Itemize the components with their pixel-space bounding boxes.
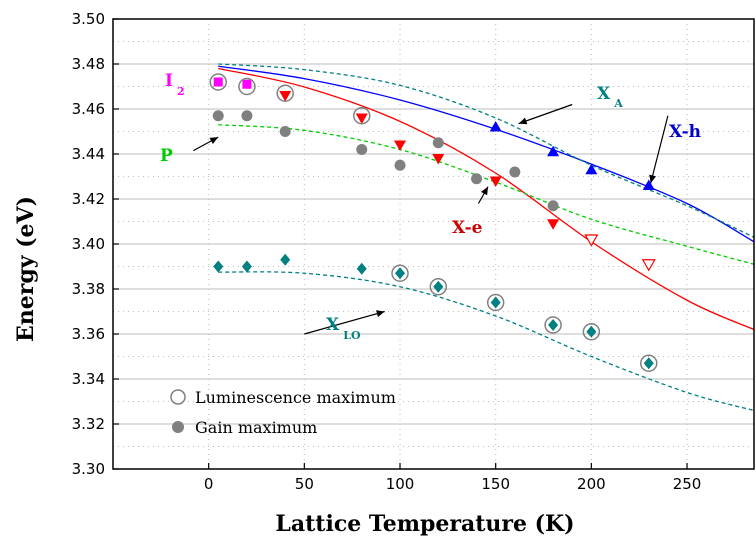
x-axis-title: Lattice Temperature (K) xyxy=(275,511,574,537)
y-tick-label: 3.40 xyxy=(72,235,105,253)
open-circle-marker xyxy=(209,73,227,91)
x-tick-label: 100 xyxy=(386,475,415,493)
open-circle-marker xyxy=(238,77,256,96)
annotation-xa-sub: A xyxy=(613,97,623,110)
annotation-xe: X-e xyxy=(452,218,483,238)
annotation-arrowhead xyxy=(209,137,219,145)
annotation-xa-main: X xyxy=(597,84,611,104)
y-tick-labels: 3.30 3.32 3.34 3.36 3.38 3.40 3.42 3.44 3.46 3.48… xyxy=(72,10,105,478)
annotation-i2-sub: 2 xyxy=(177,85,185,98)
annotations: I 2 P X A X-h X-e X LO xyxy=(160,71,701,342)
open-circle-marker xyxy=(486,293,505,312)
open-circle-marker xyxy=(352,107,371,125)
filled-triangle-down-marker xyxy=(432,154,445,165)
annotation-arrowhead xyxy=(481,186,489,196)
y-tick-label: 3.32 xyxy=(72,415,105,433)
annotation-p: P xyxy=(160,146,173,166)
filled-diamond-marker xyxy=(213,260,224,273)
data-points xyxy=(209,73,658,372)
x-tick-label: 0 xyxy=(204,475,214,493)
open-circle-marker xyxy=(429,278,448,296)
filled-triangle-down-marker xyxy=(489,176,502,187)
open-triangle-down-marker xyxy=(641,259,656,272)
legend-open-circle-marker xyxy=(170,389,186,405)
y-tick-label: 3.42 xyxy=(72,190,105,208)
filled-circle-marker xyxy=(547,200,559,212)
annotation-xa: X A xyxy=(597,84,623,110)
fit-curve xyxy=(218,63,755,238)
open-circle-marker xyxy=(391,264,409,282)
annotation-xlo: X LO xyxy=(326,315,361,342)
y-tick-label: 3.44 xyxy=(72,145,105,163)
filled-diamond-marker xyxy=(280,253,291,266)
filled-circle-marker xyxy=(356,144,368,155)
filled-circle-marker xyxy=(241,110,253,122)
open-circle-marker xyxy=(582,323,601,341)
filled-triangle-up-marker xyxy=(489,121,502,132)
fit-curve xyxy=(218,271,755,412)
filled-diamond-marker xyxy=(395,267,406,280)
filled-triangle-down-marker xyxy=(394,140,407,151)
filled-triangle-down-marker xyxy=(547,219,560,230)
x-tick-label: 50 xyxy=(295,475,314,493)
filled-square-marker xyxy=(213,77,223,87)
filled-circle-marker xyxy=(394,159,406,171)
annotation-arrowhead xyxy=(376,310,385,318)
annotation-arrows xyxy=(193,103,669,335)
legend-label-gain: Gain maximum xyxy=(195,418,317,437)
filled-diamond-marker xyxy=(241,260,252,273)
x-tick-label: 250 xyxy=(673,475,702,493)
legend-label-luminescence: Luminescence maximum xyxy=(195,388,396,407)
filled-circle-marker xyxy=(509,166,521,178)
open-circle-marker xyxy=(276,84,294,102)
filled-diamond-marker xyxy=(586,325,597,338)
y-tick-label: 3.36 xyxy=(72,325,105,343)
x-tick-labels: 0 50 100 150 200 250 xyxy=(204,475,701,493)
filled-diamond-marker xyxy=(643,357,654,370)
open-triangle-down-marker xyxy=(584,234,599,247)
annotation-arrowhead xyxy=(518,117,528,125)
annotation-xlo-main: X xyxy=(326,315,340,335)
annotation-xh: X-h xyxy=(669,122,701,142)
tick-marks xyxy=(113,18,688,470)
y-tick-label: 3.48 xyxy=(72,55,105,73)
filled-triangle-down-marker xyxy=(355,113,368,124)
filled-square-marker xyxy=(242,79,252,89)
filled-circle-marker xyxy=(432,137,444,149)
x-tick-label: 150 xyxy=(481,475,510,493)
filled-diamond-marker xyxy=(490,296,501,309)
filled-triangle-up-marker xyxy=(585,163,598,175)
filled-triangle-down-marker xyxy=(279,91,292,102)
filled-circle-marker xyxy=(212,110,224,122)
filled-diamond-marker xyxy=(433,280,444,293)
legend-filled-circle-marker xyxy=(172,421,184,433)
fit-curve xyxy=(218,67,755,331)
filled-diamond-marker xyxy=(356,262,367,275)
y-tick-label: 3.50 xyxy=(72,10,105,28)
y-axis-title: Energy (eV) xyxy=(13,196,39,342)
filled-circle-marker xyxy=(279,126,291,137)
filled-triangle-up-marker xyxy=(642,179,655,190)
x-tick-label: 200 xyxy=(577,475,606,493)
annotation-arrow xyxy=(304,310,385,335)
annotation-xlo-sub: LO xyxy=(343,329,361,342)
annotation-arrow xyxy=(650,115,669,184)
annotation-arrow xyxy=(518,103,573,125)
fit-curves xyxy=(218,63,755,412)
fit-curve xyxy=(218,124,755,265)
y-tick-label: 3.46 xyxy=(72,100,105,118)
open-circle-marker xyxy=(640,354,658,372)
annotation-arrowhead xyxy=(649,174,657,184)
y-tick-label: 3.30 xyxy=(72,460,105,478)
filled-triangle-up-marker xyxy=(547,145,560,157)
y-tick-label: 3.34 xyxy=(72,370,105,388)
y-tick-label: 3.38 xyxy=(72,280,105,298)
legend: Luminescence maximum Gain maximum xyxy=(170,388,396,437)
filled-circle-marker xyxy=(471,173,483,185)
annotation-i2-main: I xyxy=(165,71,173,91)
open-circle-marker xyxy=(544,316,562,334)
filled-diamond-marker xyxy=(548,319,559,331)
annotation-i2: I 2 xyxy=(165,71,185,98)
